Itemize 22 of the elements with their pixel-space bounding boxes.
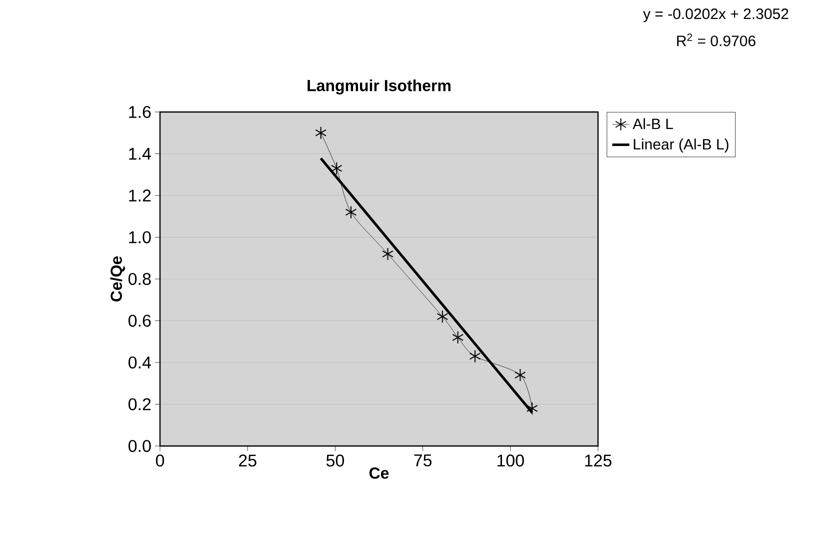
x-tick-label: 25 bbox=[239, 454, 256, 467]
y-tick-label: 1.6 bbox=[129, 106, 151, 118]
x-tick-label: 0 bbox=[156, 454, 164, 467]
chart-title: Langmuir Isotherm bbox=[308, 79, 450, 94]
y-tick-label: 0.6 bbox=[128, 314, 151, 327]
text: R$^{2}$ = 0.9706 bbox=[677, 34, 756, 46]
x-tick-label: 75 bbox=[414, 454, 432, 466]
text: y = -0.0202x + 2.3052 bbox=[643, 8, 788, 22]
x-tick-label: 50 bbox=[326, 454, 344, 467]
y-tick-label: 0.0 bbox=[128, 440, 151, 452]
y-axis-title: Ce/Qe bbox=[110, 256, 125, 302]
y-tick-label: 0.8 bbox=[128, 272, 151, 286]
y-tick-label: 0.2 bbox=[128, 398, 151, 410]
y-tick-label: 1.4 bbox=[129, 148, 151, 160]
legend-label: Al-B L bbox=[632, 118, 673, 130]
y-tick-label: 0.4 bbox=[128, 356, 151, 369]
x-axis-title: Ce bbox=[369, 467, 389, 479]
y-tick-label: 1.2 bbox=[129, 190, 151, 202]
x-tick-label: 100 bbox=[498, 454, 524, 467]
y-tick-label: 1.0 bbox=[129, 231, 151, 244]
x-tick-label: 125 bbox=[585, 454, 612, 467]
legend-label: Linear (Al-B L) bbox=[634, 138, 728, 153]
